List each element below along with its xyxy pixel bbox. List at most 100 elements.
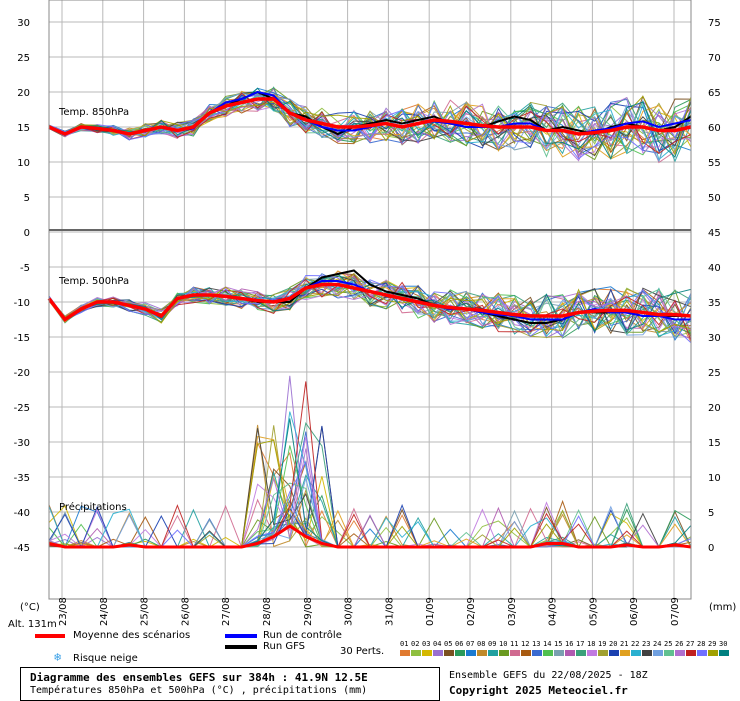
pert-number: 24 xyxy=(653,640,662,648)
pert-swatch xyxy=(477,650,487,656)
pert-swatch xyxy=(444,650,454,656)
pert-number: 09 xyxy=(488,640,497,648)
legend-mean-label: Moyenne des scénarios xyxy=(73,630,191,641)
date-tick-label: 02/09 xyxy=(466,597,477,626)
precip-member-18 xyxy=(48,436,692,548)
pert-swatch xyxy=(499,650,509,656)
left-tick-label: 25 xyxy=(17,53,30,64)
pert-swatch xyxy=(422,650,432,656)
pert-swatch xyxy=(664,650,674,656)
t850-mean-line xyxy=(48,97,692,136)
precip-member-7 xyxy=(48,499,692,548)
right-tick-label: 55 xyxy=(708,158,721,169)
legend-perts-label: 30 Perts. xyxy=(340,646,385,657)
pert-swatch xyxy=(411,650,421,656)
left-tick-label: -40 xyxy=(14,508,30,519)
date-tick-label: 27/08 xyxy=(221,597,232,626)
pert-swatch xyxy=(466,650,476,656)
left-tick-label: 15 xyxy=(17,123,30,134)
copyright: Copyright 2025 Meteociel.fr xyxy=(449,684,628,697)
left-tick-label: -5 xyxy=(20,263,30,274)
precip-member-29 xyxy=(48,439,692,548)
pert-swatch xyxy=(433,650,443,656)
plot-frame xyxy=(48,0,692,600)
pert-number: 29 xyxy=(708,640,717,648)
t500-mean-line xyxy=(47,282,692,322)
date-tick-label: 26/08 xyxy=(180,597,191,626)
legend-gfs-label: Run GFS xyxy=(263,641,306,652)
right-tick-label: 75 xyxy=(708,18,721,29)
pert-number: 04 xyxy=(433,640,442,648)
chart-series xyxy=(47,86,692,549)
pert-swatch xyxy=(675,650,685,656)
right-tick-label: 15 xyxy=(708,438,721,449)
right-tick-label: 5 xyxy=(708,508,714,519)
right-tick-label: 25 xyxy=(708,368,721,379)
left-tick-label: -25 xyxy=(14,403,30,414)
precip-member-12 xyxy=(48,460,692,548)
pert-swatch xyxy=(697,650,707,656)
pert-number: 18 xyxy=(587,640,596,648)
t500-panel-label: Temp. 500hPa xyxy=(58,276,129,287)
legend-control-label: Run de contrôle xyxy=(263,630,342,641)
t850-panel-label: Temp. 850hPa xyxy=(58,107,129,118)
date-tick-label: 29/08 xyxy=(303,597,314,626)
precip-member-11 xyxy=(48,498,692,549)
precip-member-6 xyxy=(48,494,692,548)
pert-number: 07 xyxy=(466,640,475,648)
pert-number: 12 xyxy=(521,640,530,648)
date-tick-label: 25/08 xyxy=(140,597,151,626)
pert-swatch xyxy=(642,650,652,656)
t850-member-22 xyxy=(48,95,692,161)
pert-number: 27 xyxy=(686,640,695,648)
t850-member-25 xyxy=(48,94,692,158)
left-tick-label: -35 xyxy=(14,473,30,484)
pert-number: 28 xyxy=(697,640,706,648)
date-tick-label: 03/09 xyxy=(507,597,518,626)
t500-member-4 xyxy=(48,277,692,339)
precip-member-10 xyxy=(48,513,692,548)
pert-swatch xyxy=(554,650,564,656)
date-tick-label: 05/09 xyxy=(588,597,599,626)
pert-number: 16 xyxy=(565,640,574,648)
altitude-label: Alt. 131m xyxy=(8,619,57,630)
pert-number: 21 xyxy=(620,640,629,648)
precip-member-14 xyxy=(48,445,692,548)
precip-member-1 xyxy=(48,441,692,549)
pert-number: 22 xyxy=(631,640,640,648)
legend-control-swatch xyxy=(225,634,257,638)
pert-number: 01 xyxy=(400,640,409,648)
right-tick-label: 30 xyxy=(708,333,721,344)
run-info: Ensemble GEFS du 22/08/2025 - 18Z xyxy=(449,670,648,681)
pert-swatch xyxy=(620,650,630,656)
pert-swatch xyxy=(719,650,729,656)
right-tick-label: 45 xyxy=(708,228,721,239)
left-tick-label: -30 xyxy=(14,438,30,449)
pert-number: 10 xyxy=(499,640,508,648)
left-tick-label: 0 xyxy=(24,228,30,239)
pert-number: 26 xyxy=(675,640,684,648)
pert-number: 20 xyxy=(609,640,618,648)
left-tick-label: 20 xyxy=(17,88,30,99)
right-tick-label: 40 xyxy=(708,263,721,274)
pert-swatch xyxy=(708,650,718,656)
right-unit-label: (mm) xyxy=(709,602,736,613)
date-tick-label: 31/08 xyxy=(384,597,395,626)
legend-mean-swatch xyxy=(35,634,65,638)
legend-gfs-swatch xyxy=(225,645,257,649)
title-box: Diagramme des ensembles GEFS sur 384h : … xyxy=(20,667,440,701)
left-tick-label: 5 xyxy=(24,193,30,204)
t500-member-26 xyxy=(48,277,692,331)
date-tick-label: 01/09 xyxy=(425,597,436,626)
precip-member-27 xyxy=(48,381,692,548)
chart-title: Diagramme des ensembles GEFS sur 384h : … xyxy=(30,671,368,684)
left-tick-label: -10 xyxy=(14,298,30,309)
pert-number: 11 xyxy=(510,640,519,648)
pert-swatch xyxy=(631,650,641,656)
right-tick-label: 0 xyxy=(708,543,714,554)
pert-number: 05 xyxy=(444,640,453,648)
precip-member-4 xyxy=(48,375,692,548)
precip-panel-label: Précipitations xyxy=(59,501,127,513)
right-tick-label: 60 xyxy=(708,123,721,134)
